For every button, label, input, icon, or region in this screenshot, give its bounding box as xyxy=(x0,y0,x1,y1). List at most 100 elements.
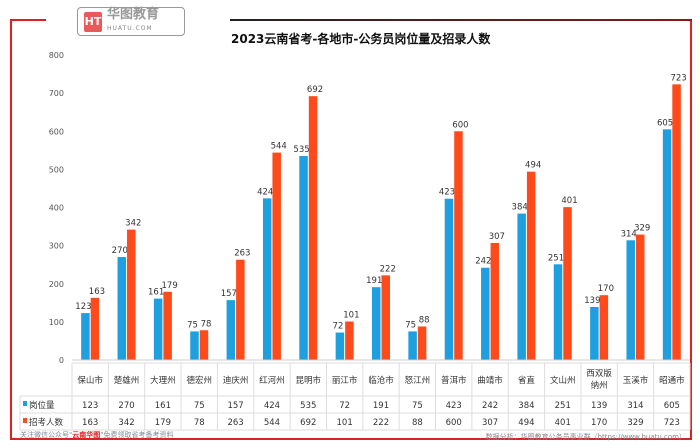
bar-positions xyxy=(372,287,381,360)
table-cell: 161 xyxy=(155,401,171,411)
table-cell: 179 xyxy=(155,418,171,428)
data-label: 191 xyxy=(366,276,382,286)
bar-applicants xyxy=(127,229,136,360)
category-label: 红河州 xyxy=(259,375,285,386)
category-label: 昆明市 xyxy=(296,375,322,386)
bar-applicants xyxy=(345,321,354,360)
category-label: 普洱市 xyxy=(441,375,467,386)
logo-sub: HUATU.COM xyxy=(107,24,153,32)
y-tick-label: 400 xyxy=(49,204,64,213)
table-cell: 329 xyxy=(627,418,643,428)
footer-highlight: 云南华图 xyxy=(72,431,101,439)
bar-positions xyxy=(662,129,672,360)
bar-positions xyxy=(481,267,490,360)
table-cell: 314 xyxy=(627,401,643,411)
data-label: 88 xyxy=(419,315,430,325)
table-cell: 75 xyxy=(194,401,205,411)
table-cell: 605 xyxy=(664,401,680,411)
y-tick-label: 500 xyxy=(49,165,64,174)
bar-positions xyxy=(299,156,308,360)
table-cell: 535 xyxy=(300,401,316,411)
bar-positions xyxy=(553,264,563,360)
bar-applicants xyxy=(417,326,427,360)
data-label: 139 xyxy=(584,296,600,306)
data-label: 179 xyxy=(162,281,178,291)
bar-positions xyxy=(590,307,599,360)
bar-positions xyxy=(190,331,199,360)
bar-applicants xyxy=(599,295,609,360)
category-label: 大理州 xyxy=(150,375,176,386)
table-cell: 123 xyxy=(82,401,98,411)
footer-left: 关注微信公众号"云南华图"免费领取省考备考资料 xyxy=(20,430,173,440)
data-label: 222 xyxy=(380,264,396,274)
y-tick-label: 300 xyxy=(49,242,64,251)
legend-swatch xyxy=(23,401,27,406)
footer-left-prefix: 关注微信公众号" xyxy=(20,431,73,439)
data-label: 401 xyxy=(561,196,577,206)
table-cell: 251 xyxy=(555,401,571,411)
data-label: 78 xyxy=(201,319,212,329)
category-label: 曲靖市 xyxy=(477,375,503,386)
data-label: 723 xyxy=(670,73,686,83)
table-cell: 157 xyxy=(227,401,243,411)
bar-applicants xyxy=(272,152,281,360)
data-label: 101 xyxy=(343,310,359,320)
bar-positions xyxy=(517,213,526,360)
category-label: 昭通市 xyxy=(659,375,685,386)
data-label: 270 xyxy=(112,246,128,256)
table-cell: 139 xyxy=(591,401,607,411)
frame-top-right xyxy=(230,19,692,21)
data-label: 384 xyxy=(512,203,528,213)
data-label: 494 xyxy=(525,161,541,171)
data-label: 75 xyxy=(405,320,416,330)
data-label: 314 xyxy=(621,229,637,239)
data-label: 342 xyxy=(125,219,141,229)
bar-positions xyxy=(335,332,345,360)
bar-applicants xyxy=(163,291,172,360)
table-cell: 424 xyxy=(264,401,280,411)
table-cell: 242 xyxy=(482,401,498,411)
y-tick-label: 600 xyxy=(49,127,64,136)
data-label: 170 xyxy=(598,284,614,294)
category-label: 临沧市 xyxy=(368,375,394,386)
data-label: 263 xyxy=(234,249,250,259)
data-label: 535 xyxy=(293,145,309,155)
bar-applicants xyxy=(490,242,500,360)
data-label: 123 xyxy=(75,302,91,312)
data-label: 307 xyxy=(489,232,505,242)
data-label: 163 xyxy=(89,287,105,297)
table-cell: 600 xyxy=(446,418,462,428)
table-cell: 222 xyxy=(373,418,389,428)
category-label-cont: 纳州 xyxy=(591,380,608,391)
bar-positions xyxy=(626,240,635,360)
y-tick-label: 700 xyxy=(49,89,64,98)
bar-applicants xyxy=(635,234,645,360)
category-label: 德宏州 xyxy=(186,375,212,386)
table-cell: 270 xyxy=(118,401,134,411)
y-tick-label: 800 xyxy=(49,51,64,60)
y-tick-label: 200 xyxy=(49,280,64,289)
footer-left-suffix: "免费领取省考备考资料 xyxy=(100,431,174,439)
category-label: 玉溪市 xyxy=(623,375,649,386)
chart-title: 2023云南省考-各地市-公务员岗位量及招录人数 xyxy=(231,32,491,46)
bar-positions xyxy=(408,331,417,360)
table-cell: 101 xyxy=(337,418,353,428)
table-cell: 494 xyxy=(518,418,534,428)
table-cell: 88 xyxy=(412,418,423,428)
bar-positions xyxy=(117,257,127,360)
bar-positions xyxy=(444,198,454,360)
bar-positions xyxy=(226,300,236,360)
bar-applicants xyxy=(381,275,390,360)
bar-applicants xyxy=(563,207,572,360)
bar-applicants xyxy=(526,171,536,360)
bar-applicants xyxy=(454,131,463,360)
table-cell: 307 xyxy=(482,418,498,428)
data-label: 242 xyxy=(475,257,491,267)
category-label: 省直 xyxy=(518,375,536,386)
category-label: 迪庆州 xyxy=(223,375,249,386)
data-label: 161 xyxy=(148,288,164,298)
category-label: 保山市 xyxy=(77,375,103,386)
table-cell: 384 xyxy=(518,401,534,411)
